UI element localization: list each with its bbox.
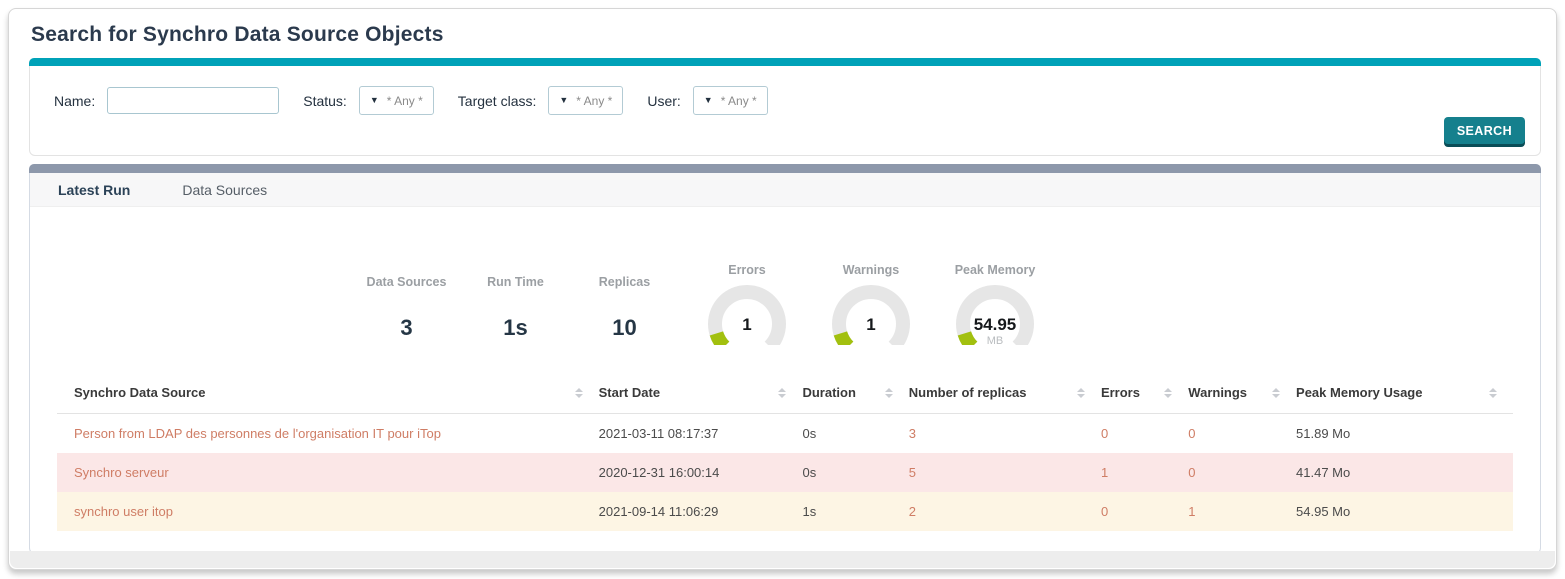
memory-cell: 51.89 Mo bbox=[1296, 414, 1513, 454]
warnings-link[interactable]: 0 bbox=[1188, 426, 1195, 441]
gauge-chart-icon bbox=[830, 283, 912, 345]
start-date-cell: 2021-03-11 08:17:37 bbox=[599, 414, 803, 454]
status-dropdown[interactable]: ▼ * Any * bbox=[359, 86, 434, 115]
sort-icon[interactable] bbox=[1077, 388, 1085, 398]
datasource-link[interactable]: Person from LDAP des personnes de l'orga… bbox=[74, 426, 441, 441]
replicas-link[interactable]: 3 bbox=[909, 426, 916, 441]
user-dropdown-value: * Any * bbox=[721, 94, 757, 108]
tab-latest-run[interactable]: Latest Run bbox=[58, 182, 130, 198]
search-form: Name: Status: ▼ * Any * Target class: ▼ … bbox=[30, 66, 1540, 115]
gauge-label: Peak Memory bbox=[939, 263, 1051, 277]
duration-cell: 1s bbox=[802, 492, 908, 531]
stat-label: Run Time bbox=[461, 275, 570, 289]
page-title: Search for Synchro Data Source Objects bbox=[31, 23, 444, 47]
sort-icon[interactable] bbox=[778, 388, 786, 398]
gauge-label: Warnings bbox=[815, 263, 927, 277]
duration-cell: 0s bbox=[802, 414, 908, 454]
errors-gauge: Errors 1 bbox=[691, 263, 803, 345]
stat-value: 1s bbox=[461, 315, 570, 341]
chevron-down-icon: ▼ bbox=[370, 96, 379, 105]
column-header-errors[interactable]: Errors bbox=[1101, 375, 1188, 414]
stat-data-sources: Data Sources 3 bbox=[352, 263, 461, 341]
duration-cell: 0s bbox=[802, 453, 908, 492]
user-label: User: bbox=[647, 93, 680, 109]
sort-icon[interactable] bbox=[1164, 388, 1172, 398]
stat-label: Replicas bbox=[570, 275, 679, 289]
search-panel: Name: Status: ▼ * Any * Target class: ▼ … bbox=[29, 58, 1541, 156]
warnings-link[interactable]: 0 bbox=[1188, 465, 1195, 480]
sort-icon[interactable] bbox=[885, 388, 893, 398]
replicas-link[interactable]: 2 bbox=[909, 504, 916, 519]
table-row: synchro user itop 2021-09-14 11:06:29 1s… bbox=[57, 492, 1513, 531]
datasource-link[interactable]: Synchro serveur bbox=[74, 465, 169, 480]
gauge-value: 1 bbox=[830, 315, 912, 335]
chevron-down-icon: ▼ bbox=[704, 96, 713, 105]
target-class-dropdown-value: * Any * bbox=[576, 94, 612, 108]
start-date-cell: 2021-09-14 11:06:29 bbox=[599, 492, 803, 531]
table-header-row: Synchro Data Source Start Date Duration … bbox=[57, 375, 1513, 414]
table-row: Person from LDAP des personnes de l'orga… bbox=[57, 414, 1513, 454]
summary-row: Data Sources 3 Run Time 1s Replicas 10 E… bbox=[30, 207, 1540, 345]
gauge-label: Errors bbox=[691, 263, 803, 277]
sort-icon[interactable] bbox=[1272, 388, 1280, 398]
target-class-label: Target class: bbox=[458, 93, 537, 109]
target-class-dropdown[interactable]: ▼ * Any * bbox=[548, 86, 623, 115]
main-window: Search for Synchro Data Source Objects N… bbox=[8, 8, 1557, 570]
user-dropdown[interactable]: ▼ * Any * bbox=[693, 86, 768, 115]
stat-value: 10 bbox=[570, 315, 679, 341]
column-header-start-date[interactable]: Start Date bbox=[599, 375, 803, 414]
gauge-chart-icon bbox=[706, 283, 788, 345]
sort-icon[interactable] bbox=[1489, 388, 1497, 398]
results-table-wrap: Synchro Data Source Start Date Duration … bbox=[30, 345, 1540, 531]
search-button[interactable]: SEARCH bbox=[1444, 117, 1525, 144]
stat-label: Data Sources bbox=[352, 275, 461, 289]
errors-link[interactable]: 0 bbox=[1101, 504, 1108, 519]
name-label: Name: bbox=[54, 93, 95, 109]
errors-link[interactable]: 1 bbox=[1101, 465, 1108, 480]
start-date-cell: 2020-12-31 16:00:14 bbox=[599, 453, 803, 492]
status-dropdown-value: * Any * bbox=[387, 94, 423, 108]
peak-memory-gauge: Peak Memory 54.95 MB bbox=[939, 263, 1051, 345]
warnings-link[interactable]: 1 bbox=[1188, 504, 1195, 519]
gauge-value: 1 bbox=[706, 315, 788, 335]
errors-link[interactable]: 0 bbox=[1101, 426, 1108, 441]
panel-accent-bar bbox=[29, 58, 1541, 66]
tab-data-sources[interactable]: Data Sources bbox=[182, 182, 267, 198]
table-row: Synchro serveur 2020-12-31 16:00:14 0s 5… bbox=[57, 453, 1513, 492]
stat-run-time: Run Time 1s bbox=[461, 263, 570, 341]
panel-top-bar bbox=[29, 164, 1541, 173]
tab-strip: Latest Run Data Sources bbox=[30, 173, 1540, 207]
column-header-duration[interactable]: Duration bbox=[802, 375, 908, 414]
column-header-warnings[interactable]: Warnings bbox=[1188, 375, 1296, 414]
datasource-link[interactable]: synchro user itop bbox=[74, 504, 173, 519]
column-header-synchro-data-source[interactable]: Synchro Data Source bbox=[57, 375, 599, 414]
chevron-down-icon: ▼ bbox=[559, 96, 568, 105]
stat-replicas: Replicas 10 bbox=[570, 263, 679, 341]
results-table: Synchro Data Source Start Date Duration … bbox=[57, 375, 1513, 531]
status-label: Status: bbox=[303, 93, 347, 109]
name-input[interactable] bbox=[107, 87, 279, 114]
column-header-number-of-replicas[interactable]: Number of replicas bbox=[909, 375, 1101, 414]
gauge-value: 54.95 bbox=[954, 315, 1036, 335]
replicas-link[interactable]: 5 bbox=[909, 465, 916, 480]
sort-icon[interactable] bbox=[575, 388, 583, 398]
frame-footer bbox=[10, 551, 1555, 568]
warnings-gauge: Warnings 1 bbox=[815, 263, 927, 345]
memory-cell: 41.47 Mo bbox=[1296, 453, 1513, 492]
results-panel: Latest Run Data Sources Data Sources 3 R… bbox=[29, 164, 1541, 554]
gauge-unit: MB bbox=[954, 335, 1036, 345]
column-header-peak-memory-usage[interactable]: Peak Memory Usage bbox=[1296, 375, 1513, 414]
stat-value: 3 bbox=[352, 315, 461, 341]
memory-cell: 54.95 Mo bbox=[1296, 492, 1513, 531]
